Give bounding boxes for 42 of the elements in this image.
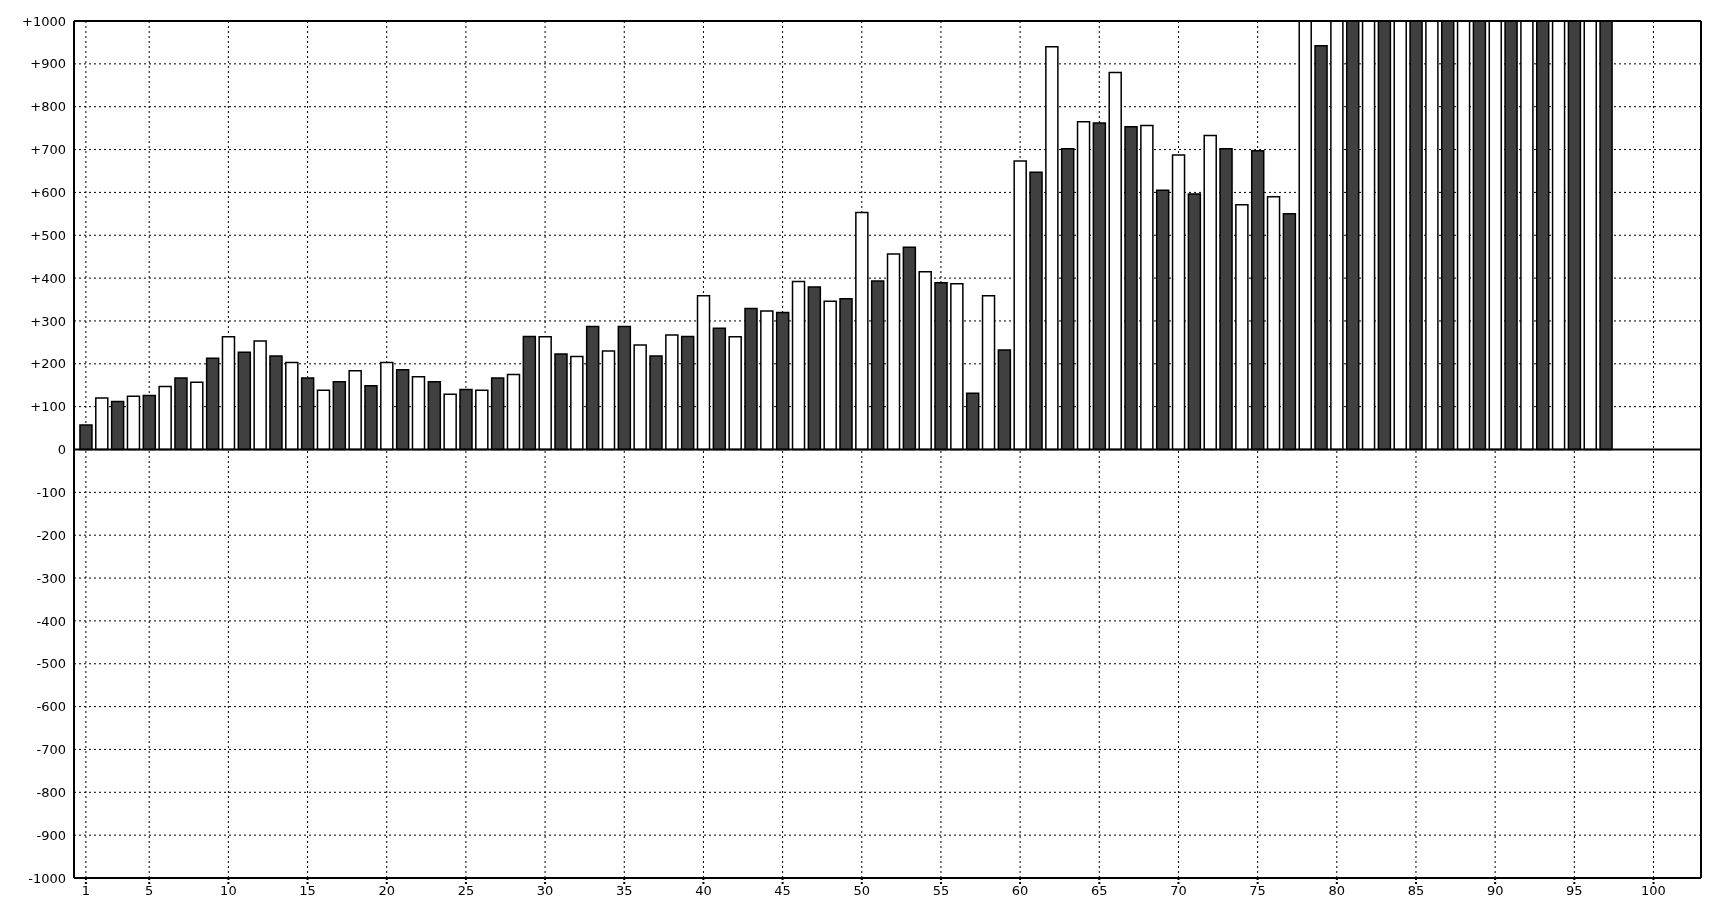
x-tick-label: 40 [695,883,712,899]
x-tick-label: 35 [615,883,633,899]
y-tick-label: +1000 [22,13,66,29]
x-tick-label: 45 [774,883,791,899]
y-tick-label: +400 [30,270,66,286]
x-tick-label: 60 [1011,883,1029,899]
x-tick-label: 5 [145,883,154,899]
y-tick-label: -600 [36,699,66,715]
x-tick-label: 25 [457,883,475,899]
x-tick-label: 10 [220,883,237,899]
x-tick-label: 70 [1170,883,1187,899]
y-tick-label: +100 [30,399,66,415]
y-tick-label: 0 [57,442,66,458]
x-tick-label: 50 [853,883,871,899]
y-tick-label: -100 [36,484,66,500]
x-tick-label: 90 [1486,883,1504,899]
y-tick-label: -900 [36,827,66,843]
x-tick-label: 85 [1407,883,1425,899]
y-tick-label: -500 [36,656,66,672]
x-tick-label: 1 [81,883,91,899]
y-tick-label: +900 [30,56,66,72]
y-tick-label: -200 [36,527,66,543]
x-tick-label: 65 [1091,883,1108,899]
y-tick-label: -700 [36,742,66,758]
y-tick-label: +200 [30,356,66,372]
x-tick-label: 15 [299,883,316,899]
y-tick-label: +500 [30,227,66,243]
y-tick-label: -800 [36,784,66,800]
x-tick-label: 100 [1641,883,1666,899]
y-tick-label: +300 [30,313,66,329]
x-tick-label: 30 [536,883,554,899]
y-tick-label: +600 [30,185,66,201]
x-tick-label: 55 [932,883,950,899]
y-tick-label: +800 [30,99,66,115]
x-tick-label: 75 [1249,883,1266,899]
x-tick-label: 80 [1328,883,1346,899]
y-tick-label: -300 [36,570,66,586]
x-tick-label: 20 [378,883,396,899]
y-tick-label: +700 [30,142,66,158]
x-tick-label: 95 [1566,883,1583,899]
y-tick-label: -1000 [28,870,66,886]
y-tick-label: -400 [36,613,66,629]
